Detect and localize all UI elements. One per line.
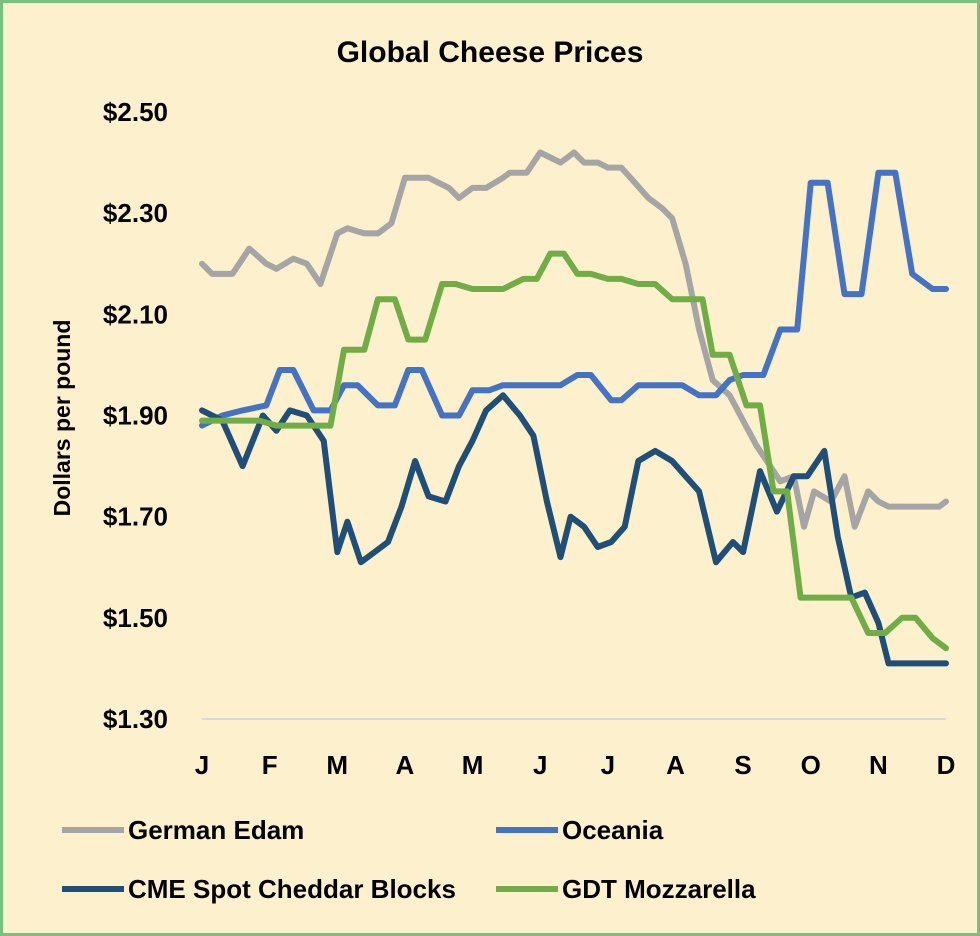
legend-label: Oceania xyxy=(562,815,664,845)
y-tick-label: $1.50 xyxy=(103,603,168,633)
chart-title: Global Cheese Prices xyxy=(337,36,644,69)
x-tick-label: M xyxy=(462,750,484,780)
x-tick-label: N xyxy=(869,750,888,780)
y-tick-label: $2.10 xyxy=(103,299,168,329)
series-line-gdt-mozzarella xyxy=(199,250,949,652)
x-tick-label: M xyxy=(326,750,348,780)
y-axis-ticks: $2.50 $2.30 $2.10 $1.90 $1.70 $1.50 $1.30 xyxy=(103,97,168,734)
y-tick-label: $1.90 xyxy=(103,401,168,431)
x-tick-label: D xyxy=(937,750,956,780)
y-tick-label: $2.30 xyxy=(103,198,168,228)
series-line-oceania xyxy=(199,169,949,429)
legend-label: GDT Mozzarella xyxy=(562,874,756,904)
x-tick-label: A xyxy=(666,750,685,780)
legend-label: CME Spot Cheddar Blocks xyxy=(128,874,456,904)
x-tick-label: J xyxy=(601,750,615,780)
legend-label: German Edam xyxy=(128,815,304,845)
legend: German Edam Oceania CME Spot Cheddar Block… xyxy=(62,815,756,904)
y-tick-label: $1.30 xyxy=(103,704,168,734)
x-tick-label: S xyxy=(734,750,751,780)
y-tick-label: $2.50 xyxy=(103,97,168,127)
x-tick-label: F xyxy=(262,750,278,780)
series-line-german-edam xyxy=(199,149,949,530)
x-tick-label: O xyxy=(801,750,821,780)
y-axis-label: Dollars per pound xyxy=(49,320,75,517)
y-tick-label: $1.70 xyxy=(103,502,168,532)
series-lines xyxy=(199,149,949,667)
x-tick-label: J xyxy=(533,750,547,780)
x-tick-label: A xyxy=(396,750,415,780)
series-line-cme-spot-cheddar-blocks xyxy=(199,392,949,667)
x-tick-label: J xyxy=(195,750,209,780)
